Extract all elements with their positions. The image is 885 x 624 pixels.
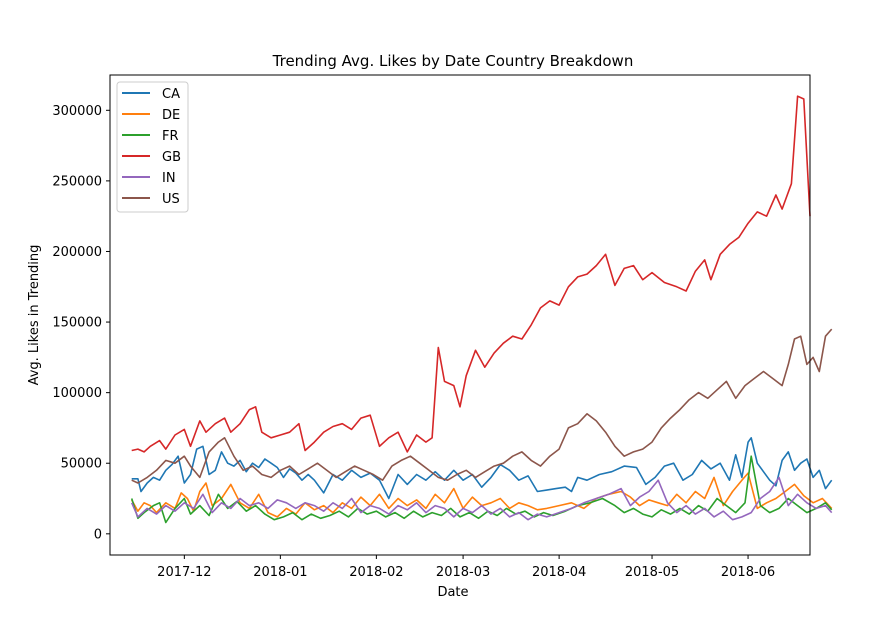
y-tick-label: 200000 — [52, 245, 102, 260]
x-tick-label: 2018-03 — [436, 565, 490, 580]
y-tick-label: 250000 — [52, 174, 102, 189]
x-tick-label: 2018-06 — [721, 565, 775, 580]
plot-area — [110, 75, 810, 555]
y-tick-label: 150000 — [52, 316, 102, 331]
y-tick-label: 0 — [94, 527, 102, 542]
x-tick-label: 2018-02 — [349, 565, 403, 580]
plot-frame — [109, 74, 811, 556]
legend-label-fr: FR — [162, 129, 179, 144]
series-line-fr — [130, 455, 833, 524]
series-layer — [130, 95, 833, 524]
legend: CA DE FR GB IN US — [116, 81, 189, 213]
series-line-in — [130, 476, 833, 521]
series-line-ca — [131, 437, 833, 500]
x-tick-label: 2017-12 — [157, 565, 211, 580]
legend-label-gb: GB — [162, 150, 181, 165]
y-tick-label: 100000 — [52, 386, 102, 401]
y-tick-label: 300000 — [52, 104, 102, 119]
x-axis: 2017-12 2018-01 2018-02 2018-03 2018-04 2018-… — [157, 555, 775, 580]
x-axis-label: Date — [437, 585, 468, 600]
series-line-de — [130, 472, 833, 518]
y-axis-label: Avg. Likes in Trending — [27, 245, 42, 386]
legend-label-de: DE — [162, 108, 180, 123]
x-tick-label: 2018-01 — [253, 565, 307, 580]
y-tick-label: 50000 — [61, 457, 102, 472]
chart-title: Trending Avg. Likes by Date Country Brea… — [272, 52, 634, 70]
x-tick-label: 2018-04 — [532, 565, 586, 580]
x-tick-label: 2018-05 — [625, 565, 679, 580]
series-line-gb — [131, 95, 811, 453]
legend-label-us: US — [162, 192, 180, 207]
legend-label-ca: CA — [162, 87, 180, 102]
plot-background — [110, 75, 810, 555]
y-axis: 0 50000 100000 150000 200000 250000 300000 — [52, 104, 110, 542]
series-line-us — [131, 328, 833, 484]
legend-label-in: IN — [162, 171, 176, 186]
